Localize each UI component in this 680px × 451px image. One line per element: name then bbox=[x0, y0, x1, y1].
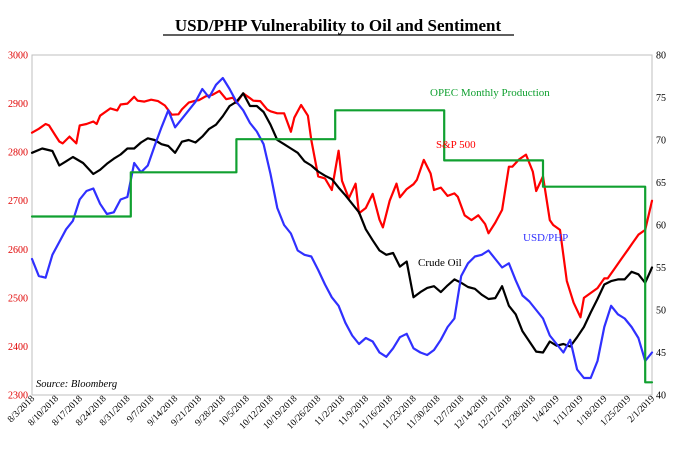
source-note: Source: Bloomberg bbox=[36, 379, 117, 390]
right-axis-tick-80: 80 bbox=[656, 51, 666, 62]
left-axis-tick-2600: 2600 bbox=[8, 245, 28, 256]
usdphp-series-line bbox=[30, 76, 654, 380]
plot-area bbox=[31, 54, 653, 396]
right-axis-tick-45: 45 bbox=[656, 348, 666, 359]
x-axis: 8/3/20188/10/20188/17/20188/24/20188/31/… bbox=[6, 394, 657, 432]
left-axis-tick-2400: 2400 bbox=[8, 342, 28, 353]
usdphp-annotation: USD/PHP bbox=[523, 232, 568, 244]
opec-series-line bbox=[30, 109, 654, 384]
sp500-annotation: S&P 500 bbox=[436, 139, 476, 151]
series-layer bbox=[30, 76, 654, 384]
crude-series-line bbox=[30, 92, 654, 354]
left-axis-tick-2800: 2800 bbox=[8, 148, 28, 159]
left-axis-tick-2700: 2700 bbox=[8, 196, 28, 207]
crude-annotation: Crude Oil bbox=[418, 257, 462, 269]
left-axis-tick-2900: 2900 bbox=[8, 99, 28, 110]
right-axis-tick-55: 55 bbox=[656, 263, 666, 274]
right-axis-tick-65: 65 bbox=[656, 178, 666, 189]
right-axis-tick-40: 40 bbox=[656, 391, 666, 402]
x-axis-tick-label: 2/1/2019 bbox=[626, 394, 657, 425]
chart-title: USD/PHP Vulnerability to Oil and Sentime… bbox=[175, 16, 502, 35]
right-axis: 40 45 50 55 60 65 70 75 80 bbox=[656, 51, 666, 402]
opec-annotation: OPEC Monthly Production bbox=[430, 87, 550, 99]
left-axis-tick-2500: 2500 bbox=[8, 293, 28, 304]
right-axis-tick-75: 75 bbox=[656, 93, 666, 104]
left-axis-tick-2300: 2300 bbox=[8, 391, 28, 402]
left-axis-tick-3000: 3000 bbox=[8, 51, 28, 62]
sp500-series-line bbox=[30, 89, 654, 319]
right-axis-tick-50: 50 bbox=[656, 306, 666, 317]
right-axis-tick-70: 70 bbox=[656, 136, 666, 147]
right-axis-tick-60: 60 bbox=[656, 221, 666, 232]
left-axis: 2300 2400 2500 2600 2700 2800 2900 3000 bbox=[8, 51, 28, 402]
